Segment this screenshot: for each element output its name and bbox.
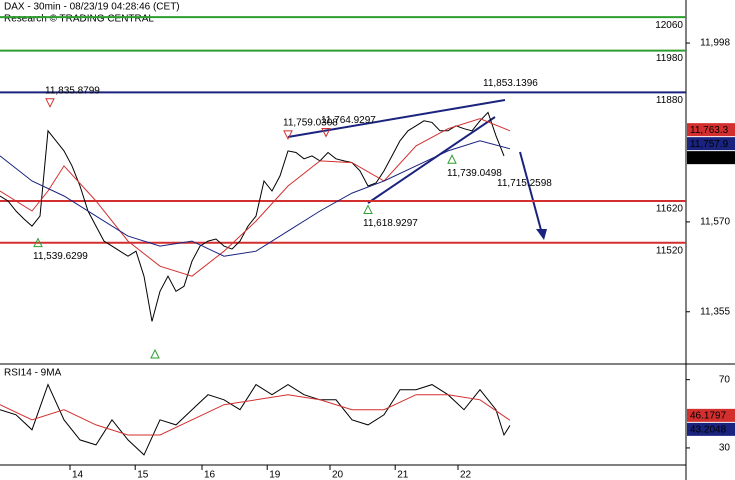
annotation-label: 11,759.0308 [283,118,338,129]
wedge-upper [287,99,506,138]
series-line [0,383,511,456]
price-box [687,151,735,165]
x-tick-label: 22 [460,470,472,480]
rsi-title: RSI14 - 9MA [4,368,62,379]
high-marker [45,98,55,108]
low-marker [447,154,457,164]
y-tick-label: 11,570 [700,217,730,228]
level-label: 11520 [656,245,684,256]
price-box [687,422,735,436]
annotation-label: 11,618.9297 [363,218,418,229]
high-marker [321,127,331,138]
annotation-label: 11,835.8799 [45,85,100,96]
price-box-label: 43.2048 [690,424,727,435]
annotation-label: 11,853.1396 [483,78,538,89]
series-line [0,140,511,257]
y-tick-label: 30 [719,443,731,454]
price-box-label: 11,747 [690,153,720,164]
annotation-label: 11,715.2598 [497,178,552,189]
x-tick-label: 19 [269,470,281,480]
annotation-label: 11,739.0498 [447,168,502,179]
price-box [687,123,735,137]
price-box-label: 11,757.9 [690,139,729,150]
low-marker [150,348,160,359]
x-tick-label: 20 [332,470,344,480]
series-line [0,394,511,436]
y-tick-label: 11,998 [700,38,730,49]
high-marker [283,130,293,141]
price-box [687,408,735,422]
price-box-label: 46.1797 [690,410,727,421]
y-tick-label: 70 [719,374,731,385]
arrow-head [536,229,547,240]
low-marker [363,204,373,214]
annotation-label: 11,539.6299 [33,251,88,262]
x-tick-label: 15 [137,470,149,480]
annotation-label: 11,764.9297 [321,115,376,126]
series-line [0,111,505,322]
chart-subtitle: Research © TRADING CENTRAL [4,14,154,25]
price-box-label: 11,763.3 [690,125,729,136]
level-label: 11880 [656,95,684,106]
wedge-lower [367,116,496,204]
level-label: 11620 [656,204,684,215]
forecast-arrow [519,151,542,231]
x-tick-label: 21 [397,470,409,480]
chart-title: DAX - 30min - 08/23/19 04:28:46 (CET) [4,2,180,13]
y-tick-label: 11,355 [700,306,730,317]
price-box [687,137,735,151]
level-label: 12060 [655,20,683,31]
x-tick-label: 14 [72,470,84,480]
low-marker [33,237,43,248]
level-label: 11980 [656,53,684,64]
x-tick-label: 16 [204,470,216,480]
series-line [0,118,511,277]
